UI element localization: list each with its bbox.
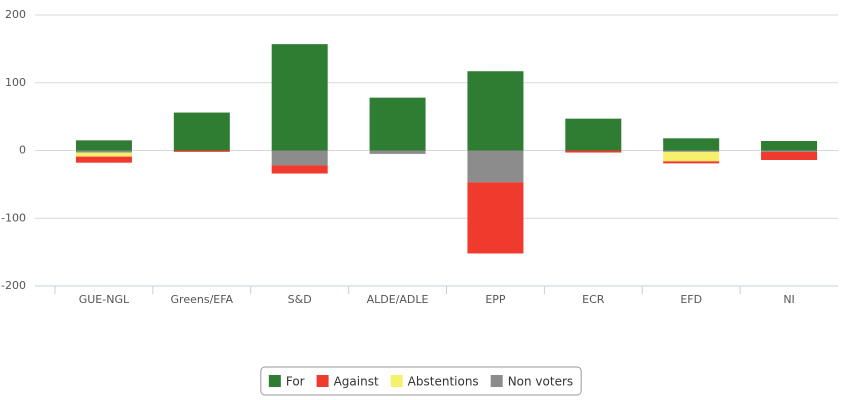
bar-segment bbox=[75, 150, 132, 153]
bar-segment bbox=[467, 71, 524, 151]
bar-segment bbox=[271, 44, 328, 151]
bar-segment bbox=[761, 141, 818, 151]
bar-segment bbox=[467, 182, 524, 254]
x-tick-label: ALDE/ADLE bbox=[367, 293, 429, 306]
legend-label: Abstentions bbox=[408, 375, 479, 389]
y-tick-label: 200 bbox=[5, 8, 26, 21]
bar-segment bbox=[271, 150, 328, 166]
x-tick-label: EFD bbox=[680, 293, 702, 306]
x-tick-label: Greens/EFA bbox=[171, 293, 234, 306]
x-tick-label: GUE-NGL bbox=[79, 293, 130, 306]
x-tick-label: EPP bbox=[485, 293, 506, 306]
bar-segment bbox=[75, 156, 132, 163]
legend-swatch bbox=[390, 375, 403, 387]
y-tick-label: -200 bbox=[1, 279, 26, 292]
legend-label: Against bbox=[334, 375, 379, 389]
bar-segment bbox=[75, 152, 132, 157]
bar-segment bbox=[663, 161, 720, 164]
x-tick-label: NI bbox=[783, 293, 794, 306]
bar-segment bbox=[761, 150, 818, 152]
y-tick-label: 100 bbox=[5, 76, 26, 89]
legend: For Against Abstentions Non voters bbox=[260, 366, 582, 396]
x-tick-label: S&D bbox=[288, 293, 312, 306]
y-tick-label: -100 bbox=[1, 211, 26, 224]
x-tick-label: ECR bbox=[582, 293, 605, 306]
bar-segment bbox=[173, 112, 230, 151]
bar-segment bbox=[369, 97, 426, 151]
bar-segment bbox=[271, 165, 328, 174]
legend-swatch bbox=[268, 375, 281, 387]
bar-segment bbox=[663, 150, 720, 152]
legend-label: Non voters bbox=[508, 375, 573, 389]
bar-segment bbox=[663, 138, 720, 151]
bar-segment bbox=[565, 118, 622, 151]
bar-segment bbox=[565, 150, 622, 153]
legend-swatch bbox=[490, 375, 503, 387]
legend-box bbox=[260, 366, 582, 396]
bar-segment bbox=[173, 150, 230, 152]
bar-segment bbox=[467, 150, 524, 183]
bar-segment bbox=[75, 140, 132, 151]
y-tick-label: 0 bbox=[19, 144, 26, 157]
bar-segment bbox=[663, 151, 720, 162]
legend-label: For bbox=[286, 375, 305, 389]
legend-swatch bbox=[316, 375, 329, 387]
bar-segment bbox=[761, 151, 818, 160]
bar-segment bbox=[369, 150, 426, 154]
